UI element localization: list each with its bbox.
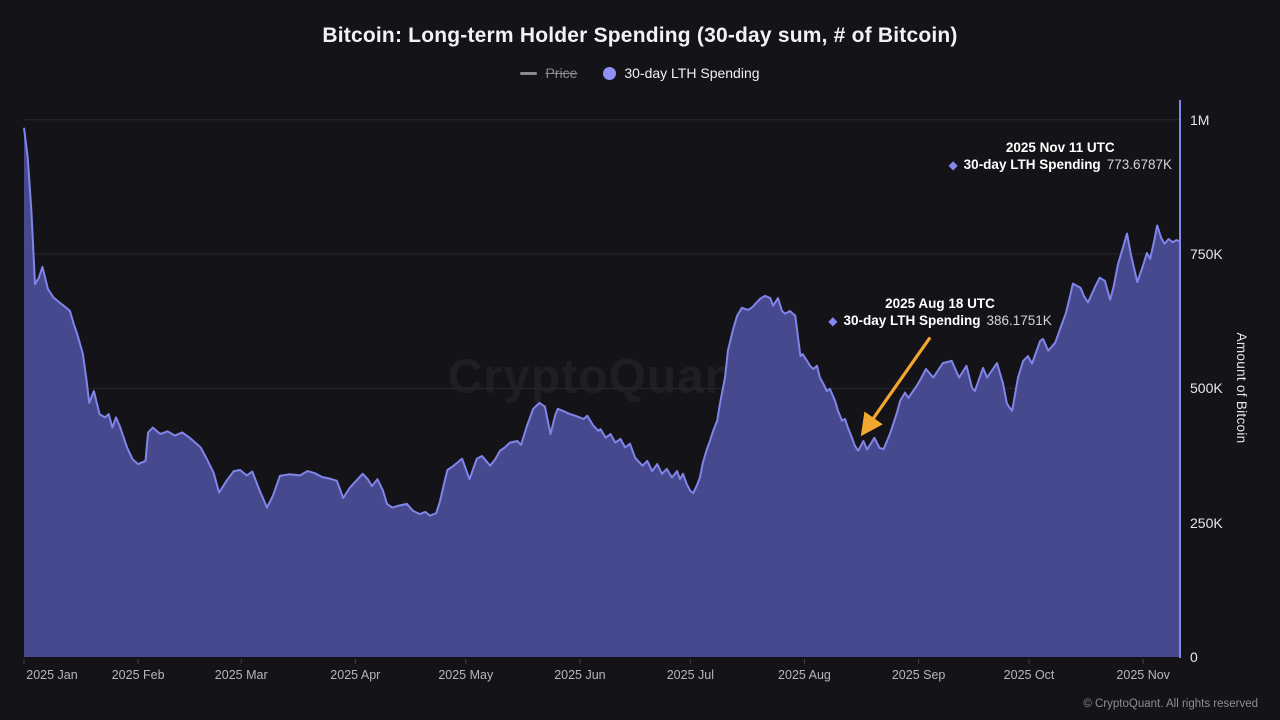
x-axis-label: 2025 Apr bbox=[330, 668, 381, 682]
x-axis-ticks bbox=[23, 659, 1144, 664]
price-line-marker-icon bbox=[520, 71, 538, 75]
lth-spending-line bbox=[23, 127, 1181, 517]
lth-spending-area-fill bbox=[24, 127, 1180, 658]
x-axis-label: 2025 Jan bbox=[26, 668, 78, 682]
copyright-footer: © CryptoQuant. All rights reserved bbox=[1083, 698, 1258, 710]
x-axis-label: 2025 Mar bbox=[214, 668, 268, 682]
annotation-arrow bbox=[860, 336, 932, 437]
x-axis-label: 2025 Feb bbox=[111, 668, 165, 682]
x-axis-label: 2025 May bbox=[438, 668, 494, 682]
legend-item-price[interactable]: Price bbox=[520, 65, 577, 81]
y-axis-label: 250K bbox=[1190, 514, 1223, 531]
x-axis-label: 2025 Jun bbox=[554, 668, 606, 682]
y-axis-label: 750K bbox=[1190, 246, 1223, 262]
y-axis-label: 0 bbox=[1190, 649, 1198, 665]
legend-label-price: Price bbox=[545, 65, 578, 81]
y-axis-label: 1M bbox=[1190, 111, 1210, 128]
legend: Price 30-day LTH Spending bbox=[0, 63, 1280, 83]
x-axis-label: 2025 Oct bbox=[1003, 668, 1055, 682]
x-axis-label: 2025 Jul bbox=[666, 668, 714, 682]
chart-title: Bitcoin: Long-term Holder Spending (30-d… bbox=[322, 24, 958, 47]
y-axis-label: 500K bbox=[1190, 380, 1223, 397]
x-axis-label: 2025 Nov bbox=[1116, 668, 1170, 682]
legend-label-lth-spending: 30-day LTH Spending bbox=[624, 65, 760, 81]
x-axis-label: 2025 Aug bbox=[778, 668, 831, 682]
legend-item-lth-spending[interactable]: 30-day LTH Spending bbox=[603, 65, 760, 81]
lth-spending-circle-marker-icon bbox=[603, 66, 617, 80]
y-axis-title: Amount of Bitcoin bbox=[1234, 332, 1249, 444]
x-axis-label: 2025 Sep bbox=[891, 668, 946, 682]
